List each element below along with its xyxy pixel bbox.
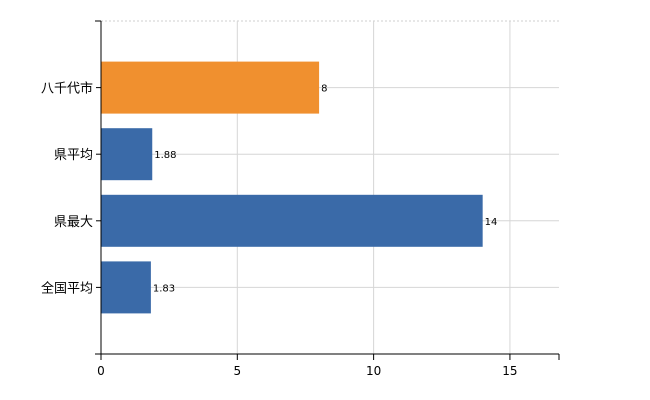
bar — [101, 261, 151, 314]
labels: 8 八千代市 1.88 県平均 14 県最大 1.83 全国平均 0 5 10 15 — [41, 81, 518, 378]
bars — [101, 61, 483, 314]
bar — [101, 128, 153, 181]
x-tick-label: 0 — [97, 364, 105, 378]
category-label: 県平均 — [54, 148, 93, 163]
x-tick-label: 15 — [502, 364, 517, 378]
data-label: 8 — [321, 84, 327, 95]
x-tick-label: 10 — [366, 364, 381, 378]
category-label: 八千代市 — [41, 81, 93, 97]
bar — [101, 61, 320, 114]
x-tick-label: 5 — [233, 364, 241, 378]
category-label: 県最大 — [54, 215, 93, 230]
bar — [101, 194, 483, 247]
data-label: 1.83 — [153, 283, 175, 294]
axes — [95, 20, 560, 360]
data-label: 14 — [485, 217, 498, 228]
category-label: 全国平均 — [41, 280, 93, 296]
data-label: 1.88 — [154, 150, 176, 161]
